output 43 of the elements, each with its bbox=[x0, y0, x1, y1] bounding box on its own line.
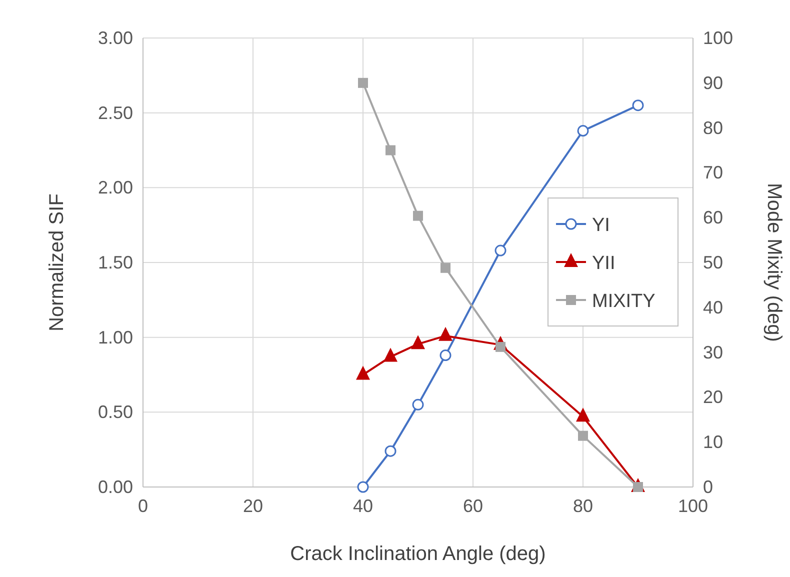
y-tick-label: 0.00 bbox=[98, 477, 133, 497]
y2-tick-label: 100 bbox=[703, 28, 734, 48]
point bbox=[632, 100, 644, 112]
legend-label: YI bbox=[592, 215, 610, 236]
y2-tick-label: 20 bbox=[703, 387, 724, 408]
point bbox=[413, 210, 423, 221]
y2-axis-title: Mode Mixity (deg) bbox=[763, 183, 785, 342]
x-tick-label: 0 bbox=[138, 496, 148, 516]
x-tick-label: 100 bbox=[678, 496, 708, 516]
point bbox=[411, 335, 425, 350]
point bbox=[440, 262, 450, 273]
point bbox=[576, 408, 590, 422]
y2-tick-label: 70 bbox=[703, 162, 724, 183]
y2-tick-label: 90 bbox=[703, 72, 724, 93]
point bbox=[494, 244, 506, 256]
y-tick-label: 2.50 bbox=[98, 102, 133, 123]
y-tick-label: 0.50 bbox=[98, 402, 133, 422]
x-tick-label: 20 bbox=[242, 496, 264, 516]
y-tick-label: 3.00 bbox=[98, 28, 133, 48]
y-tick-label: 1.50 bbox=[98, 252, 133, 272]
point bbox=[356, 366, 370, 380]
point bbox=[578, 430, 588, 441]
point bbox=[386, 145, 396, 156]
point bbox=[358, 78, 368, 88]
point bbox=[384, 348, 398, 362]
y2-tick-label: 10 bbox=[703, 432, 724, 452]
y2-tick-label: 40 bbox=[703, 297, 724, 318]
y2-tick-label: 60 bbox=[703, 208, 724, 228]
point bbox=[438, 326, 452, 341]
x-tick-label: 80 bbox=[572, 496, 594, 516]
y-tick-label: 1.00 bbox=[98, 327, 133, 348]
y-axis-title: Normalized SIF bbox=[46, 194, 68, 332]
point bbox=[577, 125, 589, 137]
legend-label: MIXITY bbox=[592, 291, 656, 312]
y2-tick-label: 50 bbox=[703, 252, 724, 272]
y2-tick-label: 0 bbox=[703, 477, 714, 497]
x-tick-label: 60 bbox=[462, 496, 484, 516]
x-axis-title: Crack Inclination Angle (deg) bbox=[290, 543, 546, 565]
y-tick-label: 2.00 bbox=[98, 178, 133, 198]
legend-label: YII bbox=[592, 253, 616, 274]
x-tick-label: 40 bbox=[352, 496, 374, 516]
y2-tick-label: 80 bbox=[703, 118, 724, 138]
y2-tick-label: 30 bbox=[703, 342, 724, 362]
